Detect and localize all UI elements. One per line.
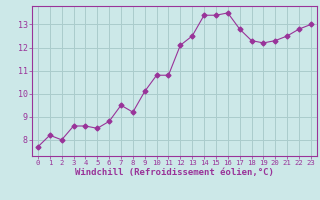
X-axis label: Windchill (Refroidissement éolien,°C): Windchill (Refroidissement éolien,°C) [75, 168, 274, 177]
